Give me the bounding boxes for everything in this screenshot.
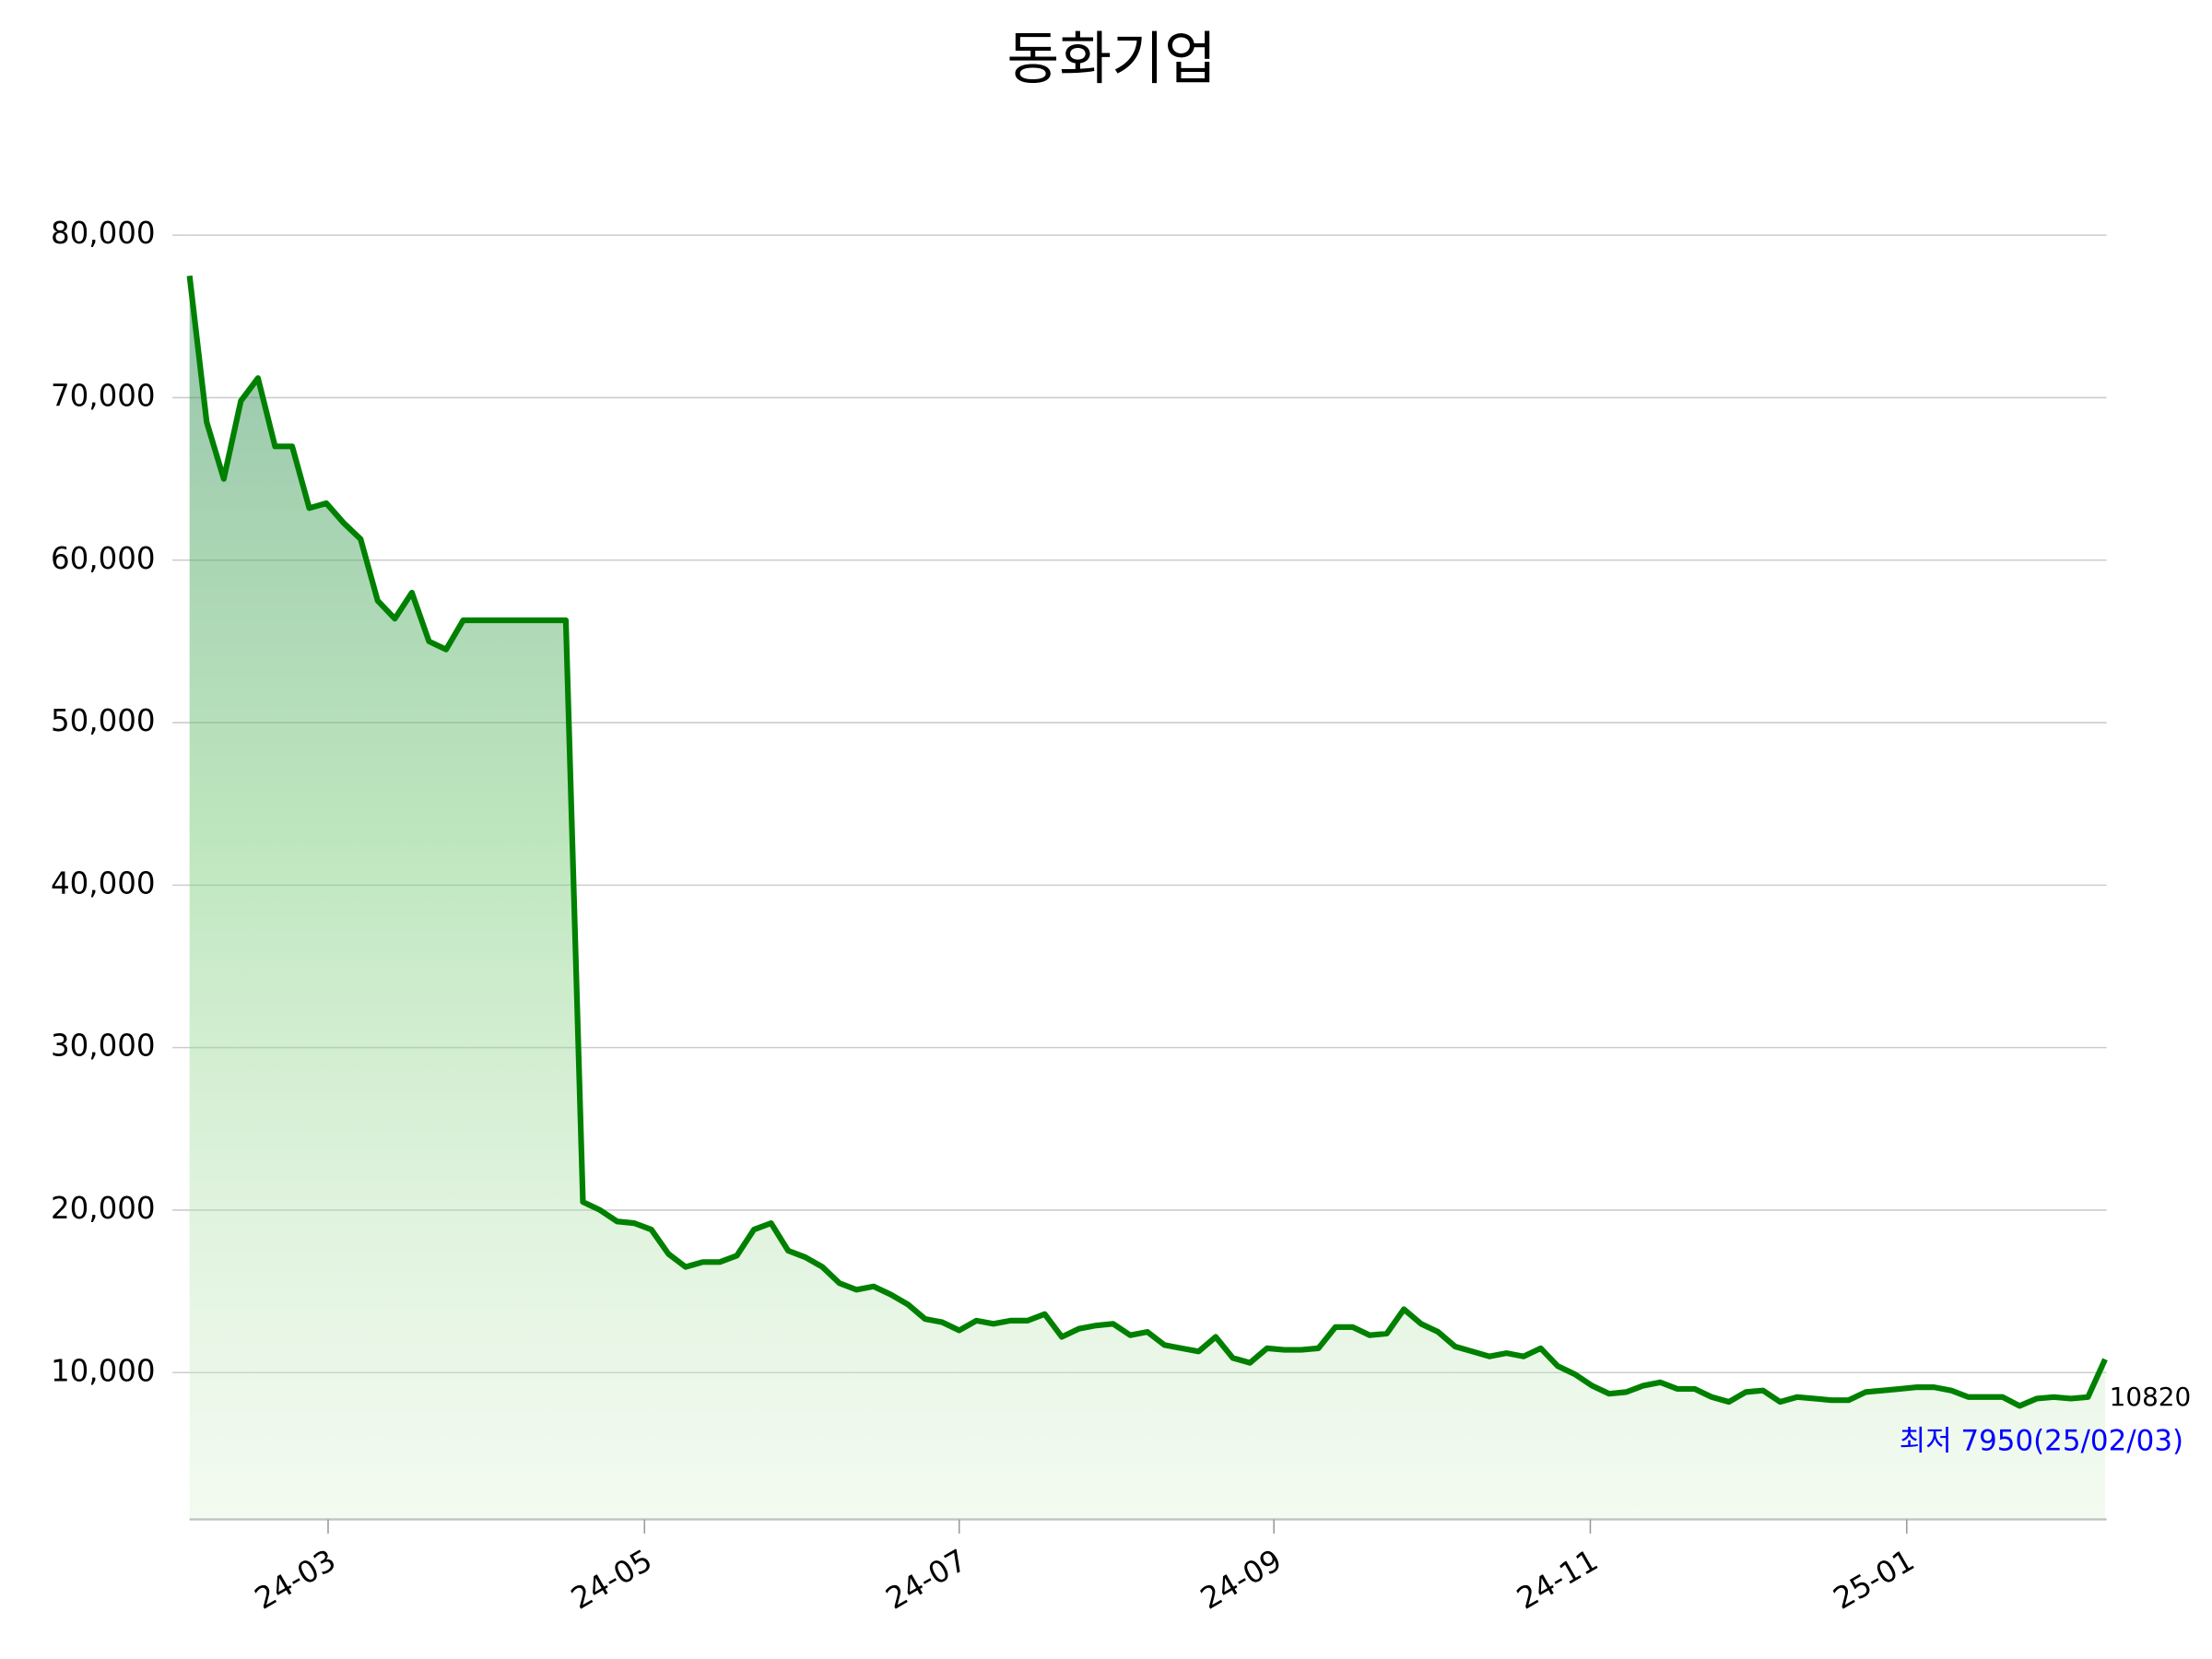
y-tick-label: 10,000 (51, 1353, 156, 1388)
x-tick-label: 25-01 (1828, 1543, 1921, 1617)
x-tick-label: 24-11 (1511, 1543, 1604, 1617)
x-tick-label: 24-05 (565, 1543, 658, 1617)
x-tick-label: 24-09 (1194, 1543, 1288, 1617)
y-tick-label: 70,000 (51, 378, 156, 413)
line (186, 275, 2108, 1409)
y-tick-label: 50,000 (51, 703, 156, 738)
y-tick-label: 20,000 (51, 1191, 156, 1226)
y-tick-label: 30,000 (51, 1029, 156, 1064)
x-tick-label: 24-07 (880, 1543, 973, 1617)
y-tick-label: 60,000 (51, 541, 156, 576)
min-annotation: 최저 7950(25/02/03) (1900, 1424, 2183, 1457)
last-value-label: 10820 (2110, 1382, 2192, 1412)
chart-title: 동화기업 (1006, 26, 1217, 92)
y-tick-label: 40,000 (51, 865, 156, 900)
y-tick-label: 80,000 (51, 216, 156, 251)
x-tick-label: 24-03 (249, 1543, 342, 1617)
